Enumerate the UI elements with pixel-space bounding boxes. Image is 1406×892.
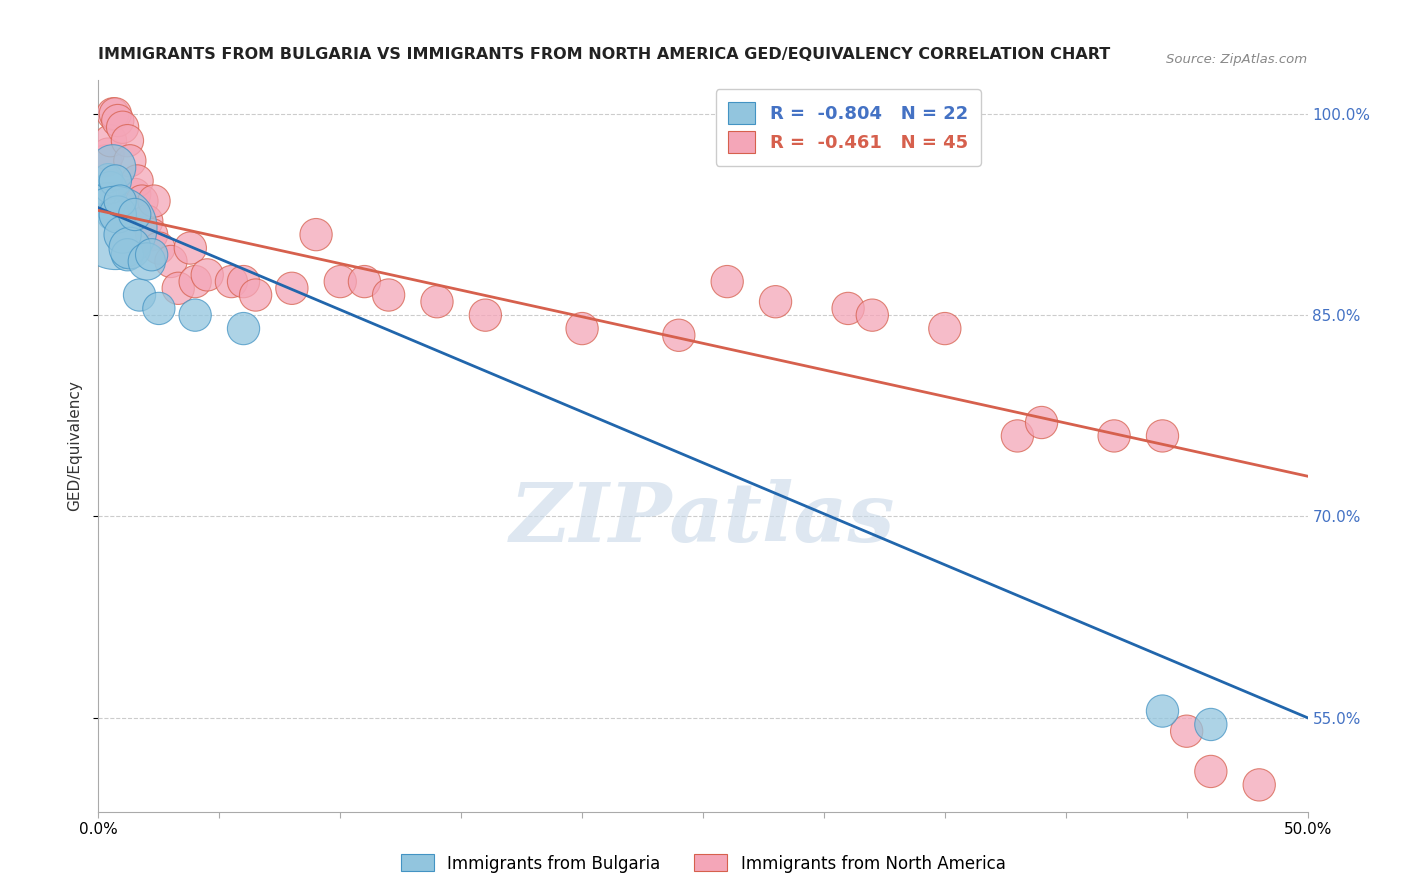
Point xyxy=(377,288,399,302)
Point xyxy=(101,207,124,221)
Point xyxy=(160,254,183,268)
Point xyxy=(1102,429,1125,443)
Point xyxy=(148,241,170,255)
Point xyxy=(104,221,127,235)
Point xyxy=(94,153,117,168)
Text: Source: ZipAtlas.com: Source: ZipAtlas.com xyxy=(1167,53,1308,66)
Legend: Immigrants from Bulgaria, Immigrants from North America: Immigrants from Bulgaria, Immigrants fro… xyxy=(394,847,1012,880)
Point xyxy=(143,194,166,208)
Point xyxy=(860,308,883,322)
Point xyxy=(1031,416,1053,430)
Point xyxy=(101,161,124,175)
Point xyxy=(124,187,146,202)
Point xyxy=(97,194,120,208)
Point xyxy=(232,275,254,289)
Point xyxy=(1199,764,1222,779)
Point xyxy=(245,288,267,302)
Point xyxy=(111,120,134,135)
Text: ZIPatlas: ZIPatlas xyxy=(510,479,896,559)
Point xyxy=(101,107,124,121)
Point xyxy=(353,275,375,289)
Point xyxy=(135,214,157,228)
Point xyxy=(107,207,129,221)
Point xyxy=(837,301,859,316)
Point xyxy=(117,134,139,148)
Point xyxy=(1152,429,1174,443)
Point xyxy=(195,268,218,282)
Point xyxy=(167,281,190,295)
Point xyxy=(474,308,496,322)
Point xyxy=(117,248,139,262)
Point xyxy=(571,321,593,335)
Y-axis label: GED/Equivalency: GED/Equivalency xyxy=(67,381,83,511)
Point xyxy=(100,134,122,148)
Point xyxy=(934,321,956,335)
Point xyxy=(426,294,449,309)
Point xyxy=(104,174,127,188)
Point xyxy=(94,187,117,202)
Point xyxy=(305,227,328,242)
Point xyxy=(135,254,157,268)
Point xyxy=(184,275,207,289)
Text: IMMIGRANTS FROM BULGARIA VS IMMIGRANTS FROM NORTH AMERICA GED/EQUIVALENCY CORREL: IMMIGRANTS FROM BULGARIA VS IMMIGRANTS F… xyxy=(98,47,1111,62)
Point xyxy=(131,194,153,208)
Point xyxy=(179,241,201,255)
Point xyxy=(281,281,304,295)
Point xyxy=(111,227,134,242)
Point xyxy=(716,275,738,289)
Point xyxy=(108,194,131,208)
Legend: R =  -0.804   N = 22, R =  -0.461   N = 45: R = -0.804 N = 22, R = -0.461 N = 45 xyxy=(716,89,980,166)
Point xyxy=(141,227,163,242)
Point xyxy=(141,248,163,262)
Point xyxy=(124,207,146,221)
Point xyxy=(329,275,352,289)
Point xyxy=(668,328,690,343)
Point xyxy=(1249,778,1271,792)
Point xyxy=(107,113,129,128)
Point xyxy=(148,301,170,316)
Point xyxy=(1175,724,1198,739)
Point xyxy=(184,308,207,322)
Point xyxy=(765,294,787,309)
Point xyxy=(100,180,122,194)
Point xyxy=(232,321,254,335)
Point xyxy=(97,171,120,186)
Point xyxy=(127,174,149,188)
Point xyxy=(118,241,141,255)
Point xyxy=(104,107,127,121)
Point xyxy=(1199,717,1222,731)
Point xyxy=(97,147,120,161)
Point xyxy=(221,275,243,289)
Point xyxy=(128,288,150,302)
Point xyxy=(1152,704,1174,718)
Point xyxy=(118,153,141,168)
Point xyxy=(1007,429,1029,443)
